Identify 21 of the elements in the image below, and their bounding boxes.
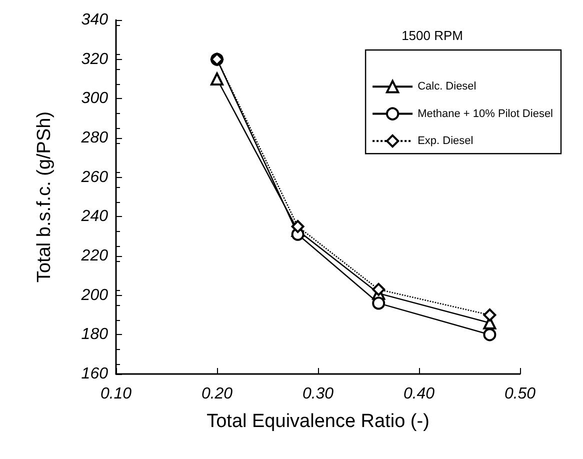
y-tick-label: 300	[81, 90, 108, 108]
y-tick-label: 180	[81, 326, 108, 344]
x-tick-label: 0.50	[504, 386, 536, 402]
legend-label: Calc. Diesel	[418, 80, 476, 93]
y-tick-label: 260	[80, 168, 108, 186]
y-tick-label: 220	[80, 248, 108, 264]
y-tick-label: 160	[81, 366, 108, 382]
y-axis-title: Total b.s.f.c. (g/PSh)	[34, 111, 55, 283]
x-tick-label: 0.40	[403, 386, 435, 402]
x-tick-label: 0.20	[201, 386, 233, 402]
y-tick-label: 240	[80, 208, 108, 226]
y-tick-label: 340	[81, 12, 108, 28]
legend-label: Methane + 10% Pilot Diesel	[418, 108, 553, 120]
x-axis-title: Total Equivalence Ratio (-)	[206, 411, 430, 432]
y-tick-label: 320	[81, 50, 108, 68]
y-tick-label: 200	[80, 286, 108, 304]
legend-label: Exp. Diesel	[418, 135, 474, 147]
legend-title: 1500 RPM	[402, 28, 463, 43]
x-tick-label: 0.10	[100, 386, 132, 402]
x-tick-label: 0.30	[302, 386, 334, 402]
y-tick-label: 280	[80, 130, 108, 146]
